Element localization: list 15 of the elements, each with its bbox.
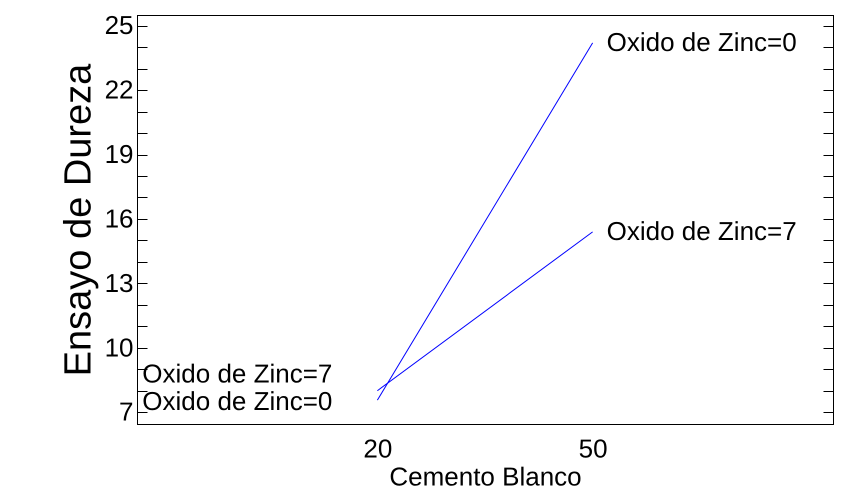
text: Oxido de Zinc=7 [142,358,332,389]
y-tick-label: 16 [104,203,134,234]
y-tick-label: 19 [104,139,134,170]
series-label: Oxido de Zinc=0 [606,26,797,57]
y-tick-label: 13 [104,268,134,298]
y-tick-label: 22 [104,74,134,105]
y-tick-label: 10 [104,332,134,362]
x-tick-label: 20 [363,434,392,464]
x-axis-title: Cemento Blanco [389,462,582,492]
y-tick-label: 25 [104,10,134,40]
series-label: Oxido de Zinc=7 [606,216,797,246]
text: Oxido de Zinc=0 [142,386,332,416]
y-axis-title: Ensayo de Dureza [58,62,100,376]
x-tick-label: 50 [578,434,608,464]
y-tick-label: 7 [119,396,134,427]
